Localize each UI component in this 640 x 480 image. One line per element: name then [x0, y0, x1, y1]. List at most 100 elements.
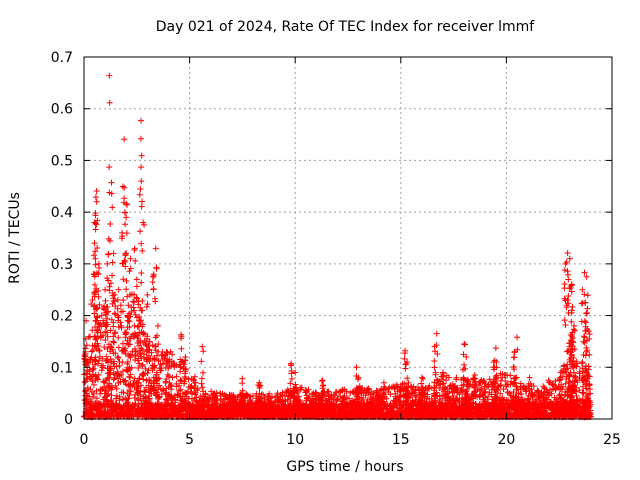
data-point: [181, 380, 188, 387]
data-point: [497, 410, 504, 417]
data-point: [163, 411, 170, 418]
data-point: [153, 389, 160, 396]
data-point: [202, 391, 209, 398]
data-point: [543, 405, 550, 412]
data-point: [304, 411, 311, 418]
data-point: [374, 388, 381, 395]
data-point: [457, 408, 464, 415]
data-point: [295, 401, 302, 408]
data-point: [475, 382, 482, 389]
data-point: [291, 385, 298, 392]
data-point: [260, 391, 267, 398]
data-point: [185, 384, 192, 391]
data-point: [390, 400, 397, 407]
data-point: [96, 347, 103, 354]
data-point: [304, 394, 311, 401]
data-point: [98, 362, 105, 369]
data-point: [107, 327, 114, 334]
data-point: [335, 395, 342, 402]
data-point: [409, 387, 416, 394]
data-point: [346, 395, 353, 402]
data-point: [177, 393, 184, 400]
data-point: [529, 394, 536, 401]
data-point: [388, 384, 395, 391]
data-point: [504, 381, 511, 388]
data-point: [139, 371, 146, 378]
data-point: [454, 395, 461, 402]
data-point: [110, 350, 117, 357]
data-point: [476, 387, 483, 394]
data-point: [367, 394, 374, 401]
data-point: [408, 412, 415, 419]
data-point: [312, 389, 319, 396]
data-point: [108, 392, 115, 399]
data-point: [380, 409, 387, 416]
data-point: [333, 389, 340, 396]
data-point: [480, 378, 487, 385]
data-point: [565, 406, 572, 413]
data-point: [324, 388, 331, 395]
data-point: [331, 396, 338, 403]
data-point: [426, 385, 433, 392]
data-point: [517, 380, 524, 387]
data-point: [113, 412, 120, 419]
data-point: [157, 361, 164, 368]
data-point: [539, 408, 546, 415]
data-point: [150, 374, 157, 381]
data-point: [107, 356, 114, 363]
data-point: [508, 378, 515, 385]
data-point: [444, 400, 451, 407]
data-point: [275, 412, 282, 419]
data-point: [137, 388, 144, 395]
data-point: [453, 376, 460, 383]
data-point: [353, 408, 360, 415]
data-point: [199, 384, 206, 391]
data-point: [120, 368, 127, 375]
data-point: [445, 374, 452, 381]
data-point: [163, 395, 170, 402]
data-point: [477, 379, 484, 386]
data-point: [279, 392, 286, 399]
data-point: [125, 341, 132, 348]
data-point: [297, 386, 304, 393]
data-point: [509, 394, 516, 401]
data-point: [93, 387, 100, 394]
data-point: [582, 413, 589, 420]
data-point: [558, 381, 565, 388]
data-point: [554, 404, 561, 411]
data-point: [519, 396, 526, 403]
data-point: [541, 397, 548, 404]
data-point: [325, 410, 332, 417]
data-point: [276, 402, 283, 409]
data-point: [331, 408, 338, 415]
data-point: [413, 394, 420, 401]
data-point: [393, 395, 400, 402]
data-point: [81, 379, 88, 386]
data-point: [285, 412, 292, 419]
data-point: [457, 387, 464, 394]
data-point: [403, 407, 410, 414]
data-point: [244, 392, 251, 399]
data-point: [163, 375, 170, 382]
data-point: [136, 360, 143, 367]
data-point: [255, 412, 262, 419]
data-point: [104, 365, 111, 372]
data-point: [443, 377, 450, 384]
data-point: [394, 404, 401, 411]
data-point: [179, 390, 186, 397]
data-point: [104, 333, 111, 340]
data-point: [481, 408, 488, 415]
data-point: [149, 412, 156, 419]
data-point: [162, 379, 169, 386]
data-point: [174, 392, 181, 399]
data-point: [194, 385, 201, 392]
data-point: [430, 409, 437, 416]
data-point: [100, 378, 107, 385]
data-point: [131, 394, 138, 401]
data-point: [226, 391, 233, 398]
data-point: [458, 382, 465, 389]
data-point: [469, 395, 476, 402]
data-point: [527, 400, 534, 407]
data-point: [540, 390, 547, 397]
data-point: [106, 380, 113, 387]
